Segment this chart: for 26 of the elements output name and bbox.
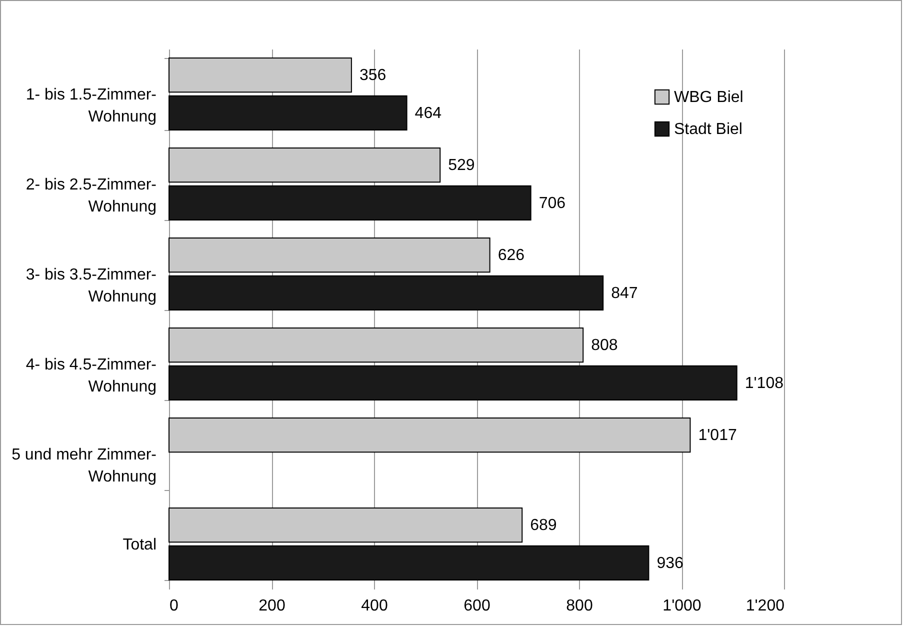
legend-label: Stadt Biel [674,121,742,138]
y-tick-label: Total [122,536,156,554]
y-tick-label: 3- bis 3.5-Zimmer-Wohnung [26,266,156,306]
x-tick-label: 600 [464,598,490,614]
x-tick-label: 800 [566,598,593,614]
data-label: 1'108 [744,374,784,392]
data-label: 1'017 [698,427,737,444]
y-tick-label: 1- bis 1.5-Zimmer-Wohnung [26,86,156,126]
y-tick-label: 4- bis 4.5-Zimmer-Wohnung [26,356,156,396]
data-label: 689 [530,517,557,534]
x-tick-label: 400 [361,598,388,614]
data-label: 936 [656,554,684,572]
legend-label: WBG Biel [674,89,744,106]
data-label: 706 [538,194,566,212]
data-label: 356 [359,67,386,84]
data-label: 529 [448,157,475,174]
y-tick-label: 5 und mehr Zimmer-Wohnung [12,446,156,486]
x-tick-label: 0 [170,598,178,614]
y-tick-label: 2- bis 2.5-Zimmer-Wohnung [26,176,156,216]
data-label: 464 [414,104,442,122]
data-label: 626 [498,247,525,264]
x-tick-label: 1'200 [746,598,785,614]
data-label: 847 [611,284,638,302]
x-tick-label: 200 [258,598,286,614]
data-label: 808 [591,337,618,354]
x-tick-label: 1'000 [662,598,702,614]
